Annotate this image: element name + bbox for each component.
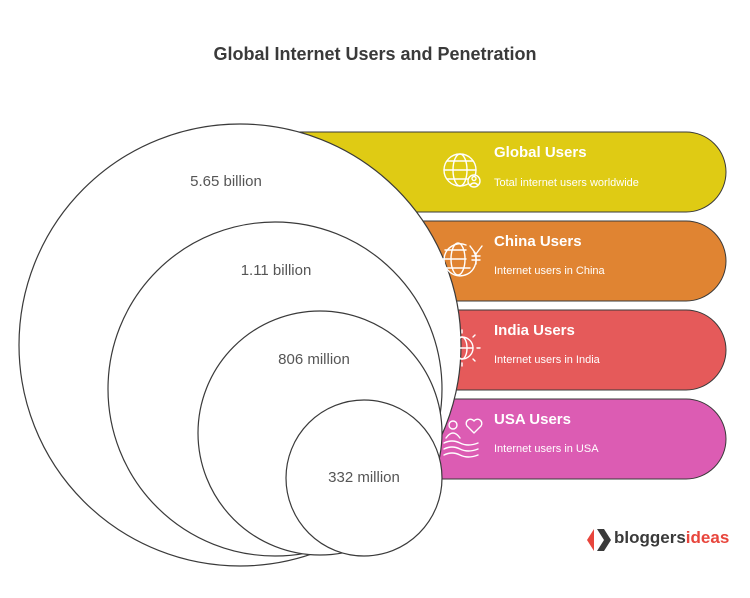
globe-user-icon <box>443 153 481 188</box>
band-usa <box>368 398 727 480</box>
brand-name-part2: ideas <box>685 528 730 547</box>
globe-yuan-icon <box>441 242 483 277</box>
globe-sparkle-icon <box>443 329 481 367</box>
band-desc-usa: Internet users in USA <box>494 443 599 455</box>
brand-logo-icon <box>587 529 611 551</box>
band-desc-china: Internet users in China <box>494 265 605 277</box>
circle-label-global: 5.65 billion <box>190 173 262 190</box>
brand-logo: bloggersideas <box>614 528 729 548</box>
band-title-china: China Users <box>494 233 582 250</box>
brand-name-part1: bloggers <box>614 528 686 547</box>
circle-usa <box>285 399 443 557</box>
band-desc-india: Internet users in India <box>494 354 600 366</box>
band-desc-global: Total internet users worldwide <box>494 177 639 189</box>
band-title-global: Global Users <box>494 144 587 161</box>
band-title-usa: USA Users <box>494 411 571 428</box>
circle-label-india: 806 million <box>278 351 350 368</box>
page-title: Global Internet Users and Penetration <box>213 44 537 64</box>
circle-label-china: 1.11 billion <box>240 262 312 279</box>
circle-label-usa: 332 million <box>328 469 400 486</box>
people-flag-icon <box>443 418 483 458</box>
band-title-india: India Users <box>494 322 575 339</box>
